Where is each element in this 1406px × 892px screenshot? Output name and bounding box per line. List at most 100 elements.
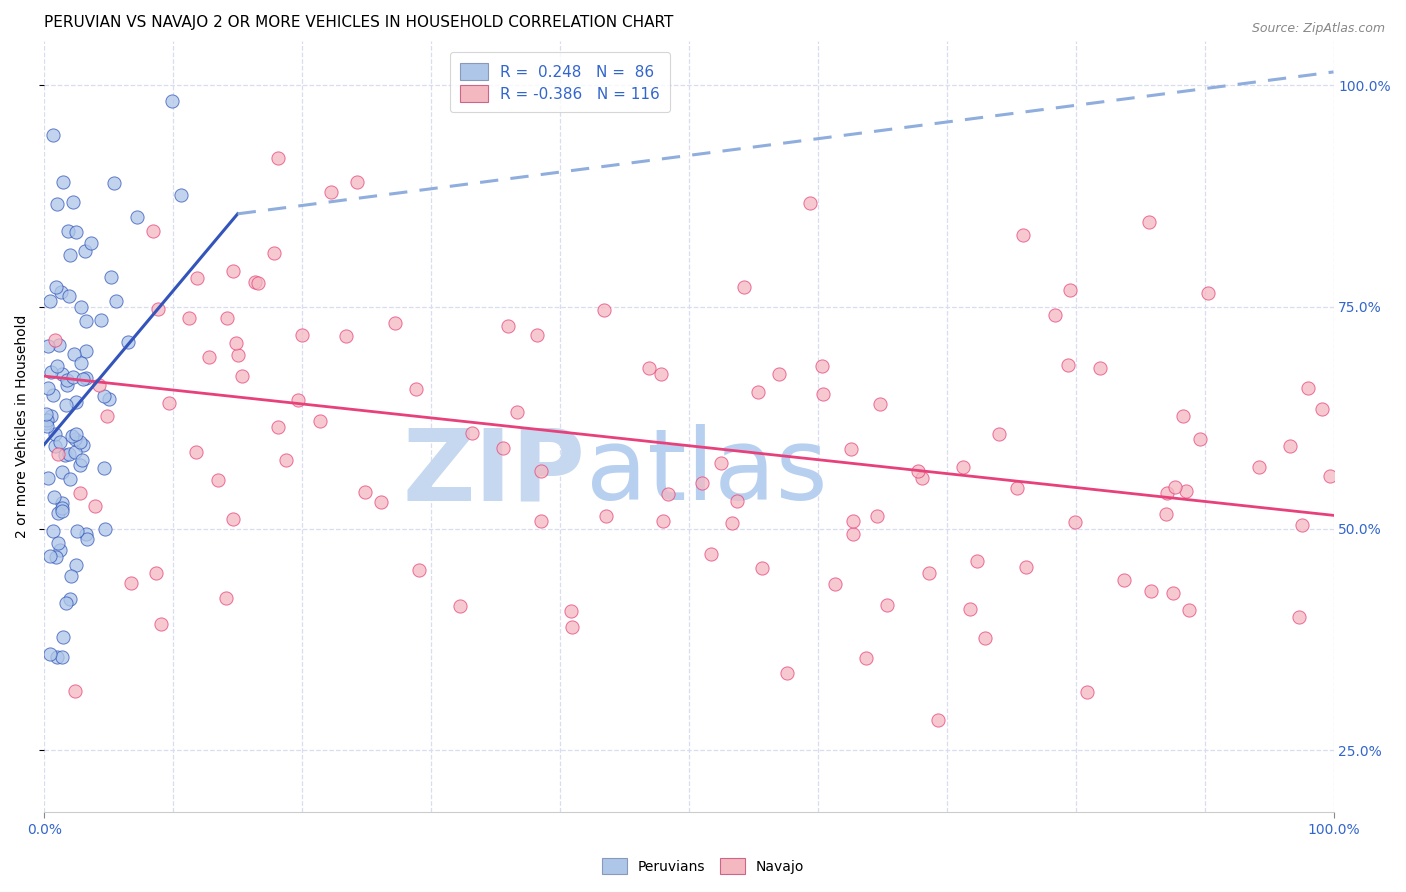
Point [34,407,56,421]
Point [39,294,62,309]
Point [179,311,201,326]
Point [869,397,891,411]
Point [35,419,58,434]
Point [51,500,73,515]
Point [44,439,66,453]
Point [1291,517,1313,532]
Point [75,244,97,258]
Point [51,367,73,381]
Point [1154,508,1177,522]
Point [75,527,97,541]
Text: PERUVIAN VS NAVAJO 2 OR MORE VEHICLES IN HOUSEHOLD CORRELATION CHART: PERUVIAN VS NAVAJO 2 OR MORE VEHICLES IN… [44,15,673,30]
Point [142,224,165,238]
Point [65,225,87,239]
Point [1161,586,1184,600]
Point [449,599,471,613]
Point [370,495,392,509]
Point [747,384,769,399]
Point [842,514,865,528]
Point [186,445,208,459]
Point [150,617,173,632]
Legend: Peruvians, Navajo: Peruvians, Navajo [595,852,811,880]
Point [45,197,67,211]
Point [70,453,93,467]
Point [855,651,877,665]
Point [530,514,553,528]
Point [51,650,73,665]
Point [733,280,755,294]
Point [198,350,221,364]
Point [48,338,70,352]
Point [267,151,290,165]
Text: Source: ZipAtlas.com: Source: ZipAtlas.com [1251,22,1385,36]
Point [461,426,484,441]
Point [59,472,82,486]
Text: atlas: atlas [586,425,827,522]
Point [1171,409,1194,423]
Point [63,432,86,446]
Point [41,524,63,538]
Point [811,386,834,401]
Point [1288,610,1310,624]
Point [266,419,288,434]
Point [45,650,67,665]
Point [90,312,112,326]
Point [45,359,67,373]
Point [39,365,62,379]
Point [221,264,243,278]
Point [46,447,69,461]
Point [530,465,553,479]
Point [217,310,239,325]
Point [72,438,94,452]
Point [70,356,93,370]
Point [1015,560,1038,574]
Point [58,447,80,461]
Point [93,389,115,403]
Point [907,464,929,478]
Point [775,666,797,681]
Point [308,414,330,428]
Point [657,486,679,500]
Point [226,348,249,362]
Point [751,561,773,575]
Point [221,512,243,526]
Point [80,235,103,250]
Point [768,367,790,381]
Point [1090,360,1112,375]
Point [35,416,58,430]
Point [37,381,59,395]
Point [1056,358,1078,372]
Point [49,543,72,558]
Point [799,195,821,210]
Point [103,176,125,190]
Y-axis label: 2 or more Vehicles in Household: 2 or more Vehicles in Household [15,315,30,539]
Point [186,271,208,285]
Point [89,377,111,392]
Point [690,475,713,490]
Point [55,449,77,463]
Point [225,335,247,350]
Point [63,445,86,459]
Point [1156,486,1178,500]
Point [291,328,314,343]
Point [652,514,675,528]
Point [59,591,82,606]
Point [93,461,115,475]
Point [506,404,529,418]
Point [839,442,862,457]
Point [45,279,67,293]
Point [44,333,66,347]
Point [117,335,139,350]
Point [354,485,377,500]
Point [1319,469,1341,483]
Point [959,602,981,616]
Point [100,269,122,284]
Point [55,398,77,412]
Point [120,576,142,591]
Point [321,185,343,199]
Point [1164,479,1187,493]
Point [243,276,266,290]
Point [75,344,97,359]
Point [721,516,744,530]
Point [69,435,91,450]
